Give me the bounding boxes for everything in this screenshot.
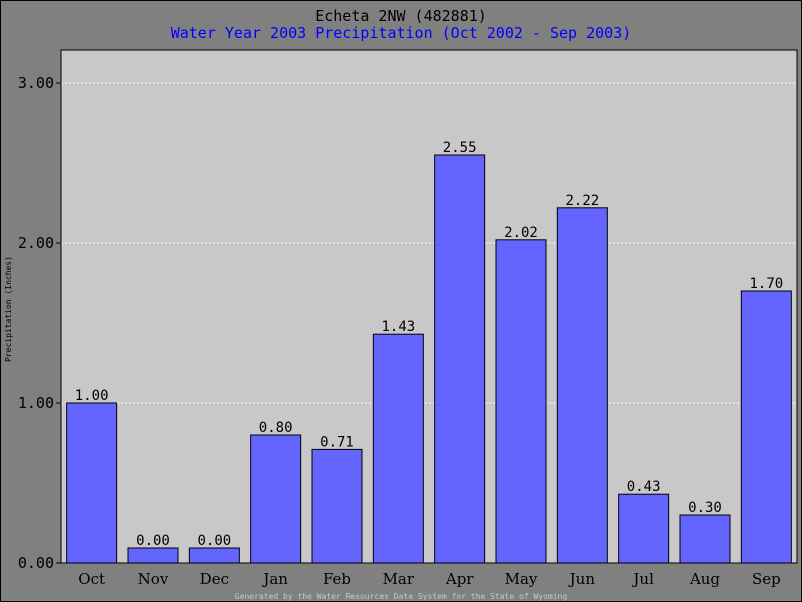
x-tick-label: Mar xyxy=(383,570,415,588)
bar-mar xyxy=(372,333,424,564)
bar-nov xyxy=(127,547,179,564)
data-label: 0.71 xyxy=(320,434,354,450)
x-tick-label: Oct xyxy=(78,570,105,588)
y-tick-label: 1.00 xyxy=(18,394,54,412)
x-tick-label: Dec xyxy=(200,570,229,588)
labels: 0.00 1.00 2.00 3.00 1.00 Oct 0.00 Nov 0.00 Dec 0.8… xyxy=(18,74,783,588)
bar-oct xyxy=(66,402,118,564)
x-tick-label: Apr xyxy=(445,570,474,588)
chart-subtitle: Water Year 2003 Precipitation (Oct 2002 … xyxy=(171,24,632,42)
data-label: 2.55 xyxy=(443,140,477,156)
x-tick-label: Jun xyxy=(568,570,596,588)
y-tick-label: 0.00 xyxy=(18,554,54,572)
bar-may xyxy=(495,239,547,564)
y-tick-label: 2.00 xyxy=(18,234,54,252)
bar-sep xyxy=(740,290,792,564)
data-label: 0.00 xyxy=(136,533,170,549)
data-label: 0.43 xyxy=(627,479,661,495)
bar-jan xyxy=(250,434,302,564)
x-tick-label: May xyxy=(505,570,538,588)
x-tick-label: Aug xyxy=(689,570,720,588)
x-tick-label: Jan xyxy=(261,570,288,588)
bar-dec xyxy=(188,547,240,564)
y-tick-label: 3.00 xyxy=(18,74,54,92)
data-label: 0.30 xyxy=(688,500,722,516)
data-label: 1.43 xyxy=(381,319,415,335)
bar-feb xyxy=(311,448,363,564)
bars xyxy=(66,154,792,564)
bar-apr xyxy=(434,154,486,564)
data-label: 0.00 xyxy=(197,533,231,549)
x-tick-label: Jul xyxy=(631,570,654,588)
chart-title: Echeta 2NW (482881) xyxy=(315,7,487,25)
bar-aug xyxy=(679,514,731,564)
bar-jul xyxy=(618,493,670,564)
data-label: 0.80 xyxy=(259,420,293,436)
data-label: 2.02 xyxy=(504,225,538,241)
data-label: 2.22 xyxy=(565,193,599,209)
grid-lines xyxy=(61,82,797,404)
x-tick-label: Sep xyxy=(752,570,781,588)
plot-area xyxy=(60,49,798,564)
bar-jun xyxy=(556,207,608,564)
x-tick-label: Nov xyxy=(138,570,169,588)
x-tick-label: Feb xyxy=(323,570,351,588)
data-label: 1.00 xyxy=(75,388,109,404)
footer-credit: Generated by the Water Resources Data Sy… xyxy=(235,592,568,601)
y-axis-label: Precipitation (Inches) xyxy=(4,256,13,362)
data-label: 1.70 xyxy=(749,276,783,292)
